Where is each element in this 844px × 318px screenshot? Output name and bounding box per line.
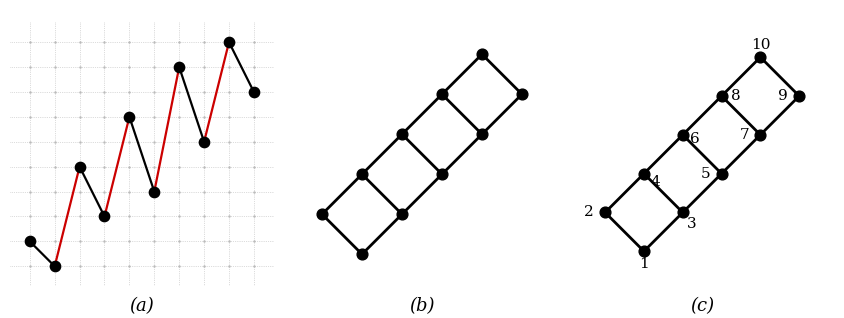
Point — [515, 92, 528, 97]
Point — [316, 212, 329, 217]
Point — [355, 252, 369, 257]
Point — [754, 132, 767, 137]
Point — [395, 212, 408, 217]
Text: 4: 4 — [651, 175, 661, 189]
Point — [637, 171, 651, 176]
Point — [436, 92, 449, 97]
Text: (b): (b) — [409, 297, 435, 315]
Point — [172, 65, 186, 70]
Point — [475, 52, 489, 57]
Text: 5: 5 — [701, 167, 710, 181]
Point — [73, 164, 86, 169]
Point — [48, 264, 62, 269]
Point — [98, 214, 111, 219]
Point — [715, 171, 728, 176]
Text: 7: 7 — [739, 128, 749, 142]
Point — [598, 210, 612, 215]
Point — [222, 40, 235, 45]
Point — [355, 172, 369, 177]
Point — [754, 55, 767, 60]
Point — [637, 249, 651, 254]
Point — [197, 139, 211, 144]
Point — [23, 239, 36, 244]
Point — [247, 89, 261, 94]
Point — [122, 114, 136, 120]
Point — [676, 132, 690, 137]
Text: 9: 9 — [778, 89, 787, 103]
Text: 3: 3 — [686, 217, 696, 231]
Point — [793, 93, 806, 99]
Text: 1: 1 — [639, 257, 649, 271]
Text: 8: 8 — [732, 89, 741, 103]
Text: 2: 2 — [584, 205, 593, 219]
Point — [475, 132, 489, 137]
Point — [436, 172, 449, 177]
Text: 10: 10 — [750, 38, 770, 52]
Text: (a): (a) — [129, 297, 154, 315]
Text: 6: 6 — [690, 132, 700, 146]
Point — [148, 189, 161, 194]
Point — [715, 93, 728, 99]
Point — [676, 210, 690, 215]
Text: (c): (c) — [690, 297, 714, 315]
Point — [395, 132, 408, 137]
